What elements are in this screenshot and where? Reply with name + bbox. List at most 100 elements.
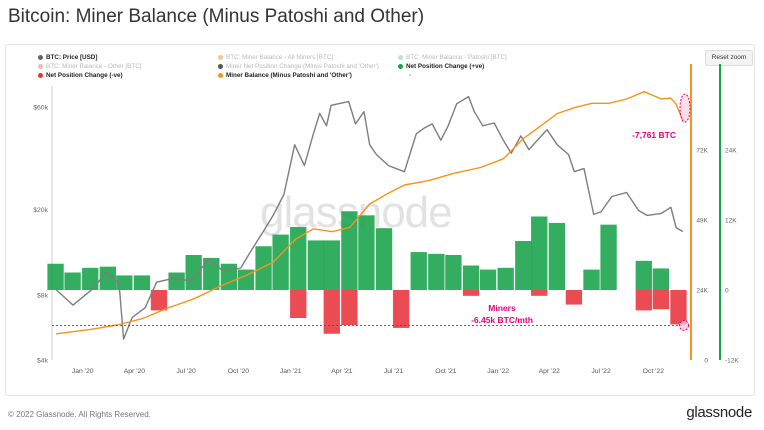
y-mid-tick-label: 48K (696, 218, 708, 225)
x-tick-label: Oct '21 (435, 368, 457, 375)
positive-change-bar (82, 267, 99, 290)
circle-marker-icon (218, 64, 223, 69)
negative-change-bar (531, 290, 548, 296)
x-tick-label: Jan '22 (487, 368, 509, 375)
positive-change-bar (307, 240, 325, 290)
y-left-tick-label: $4k (37, 358, 49, 365)
y-mid-tick-label: 24K (696, 288, 708, 295)
circle-marker-icon (38, 73, 43, 78)
legend-item-negative-change[interactable]: Net Position Change (-ve) (38, 72, 123, 79)
positive-change-bar (600, 224, 617, 290)
brand-logo: glassnode (686, 404, 752, 421)
x-tick-label: Jul '20 (176, 368, 196, 375)
positive-change-bar (428, 253, 445, 290)
positive-change-bar (462, 265, 480, 290)
balance-drop-highlight (679, 93, 691, 123)
negative-change-bar (341, 290, 358, 325)
negative-change-bar (670, 290, 687, 325)
y-right-tick-label: 24K (725, 148, 737, 155)
miner-balance-series-line (55, 91, 684, 335)
y-left-tick-label: $60k (33, 104, 48, 111)
price-series-line (55, 95, 684, 340)
positive-change-bar (185, 255, 202, 290)
legend-label: Miner Net Position Change (Minus Patoshi… (226, 63, 379, 70)
y-right-tick-label: 12K (725, 218, 737, 225)
legend-label: Net Position Change (-ve) (46, 72, 123, 79)
chart-panel (5, 44, 755, 396)
positive-change-bar (64, 272, 81, 290)
x-tick-label: Oct '20 (228, 368, 250, 375)
x-tick-label: Jan '20 (72, 368, 94, 375)
positive-change-bar (652, 268, 670, 290)
positive-change-bar (99, 266, 117, 290)
circle-marker-icon (218, 73, 223, 78)
circle-marker-icon (38, 55, 43, 60)
positive-change-bar (479, 269, 497, 290)
page-title: Bitcoin: Miner Balance (Minus Patoshi an… (8, 6, 425, 27)
x-tick-label: Oct '22 (643, 368, 665, 375)
x-tick-label: Apr '20 (124, 368, 146, 375)
legend-item-price[interactable]: BTC: Price [USD] (38, 54, 97, 61)
circle-marker-icon (218, 55, 223, 60)
annotation-monthly-rate: -6.45k BTC/mth (471, 315, 533, 325)
positive-change-bar (341, 211, 358, 290)
negative-change-bar (150, 290, 168, 311)
net-change-highlight (679, 319, 689, 331)
positive-change-bar (272, 234, 289, 290)
positive-change-bar (515, 241, 532, 290)
positive-change-bar (410, 252, 427, 290)
reset-zoom-button[interactable]: Reset zoom (705, 50, 753, 66)
legend-item-all-miners[interactable]: BTC: Miner Balance - All Miners [BTC] (218, 54, 333, 61)
legend-label: Miner Balance (Minus Patoshi and 'Other'… (226, 72, 352, 79)
positive-change-bar (358, 215, 375, 290)
negative-change-bar (392, 290, 410, 328)
negative-change-bar (652, 290, 670, 310)
positive-change-bar (583, 269, 600, 290)
x-tick-label: Apr '22 (539, 368, 561, 375)
y-left-tick-label: $8k (37, 293, 49, 300)
circle-marker-icon (38, 64, 43, 69)
circle-marker-icon (398, 64, 403, 69)
y-left-tick-label: $20k (33, 207, 48, 214)
legend-label: BTC: Price [USD] (46, 54, 98, 61)
negative-change-bar (635, 290, 652, 311)
positive-change-bar (116, 275, 133, 290)
legend-label: BTC: Miner Balance - Other [BTC] (46, 63, 142, 70)
positive-change-bar (168, 272, 185, 290)
legend-item-other[interactable]: BTC: Miner Balance - Other [BTC] (38, 63, 142, 70)
legend-item-positive-change[interactable]: Net Position Change (+ve) (398, 63, 484, 70)
negative-change-bar (323, 290, 340, 334)
legend-item-extra[interactable]: - (409, 72, 411, 79)
x-tick-label: Jan '21 (280, 368, 302, 375)
legend-item-miner-balance[interactable]: Miner Balance (Minus Patoshi and 'Other'… (218, 72, 352, 79)
positive-change-bar (133, 275, 151, 290)
copyright-text: © 2022 Glassnode. All Rights Reserved. (8, 410, 151, 419)
legend-item-net-position[interactable]: Miner Net Position Change (Minus Patoshi… (218, 63, 379, 70)
legend-label: Net Position Change (+ve) (406, 63, 485, 70)
positive-change-bar (445, 255, 462, 290)
positive-change-bar (548, 222, 566, 290)
positive-change-bar (635, 260, 652, 290)
legend-label: BTC: Miner Balance - All Miners [BTC] (226, 54, 334, 61)
y-right-tick-label: 0 (725, 288, 729, 295)
positive-change-bar (323, 240, 340, 290)
y-mid-tick-label: 72K (696, 148, 708, 155)
x-tick-label: Jul '22 (591, 368, 611, 375)
positive-change-bar (47, 263, 64, 290)
positive-change-bar (375, 228, 393, 290)
negative-change-bar (565, 290, 583, 305)
positive-change-bar (220, 263, 238, 290)
x-tick-label: Jul '21 (384, 368, 404, 375)
positive-change-bar (531, 216, 548, 290)
legend-label: - (409, 72, 412, 79)
negative-change-bar (290, 290, 307, 318)
annotation-miners-label: Miners (488, 303, 516, 313)
negative-change-bar (462, 290, 480, 296)
circle-marker-icon (398, 55, 403, 60)
legend-item-patoshi[interactable]: BTC: Miner Balance - Patoshi [BTC] (398, 54, 507, 61)
positive-change-bar (290, 227, 307, 290)
positive-change-bar (203, 257, 220, 290)
legend-label: BTC: Miner Balance - Patoshi [BTC] (406, 54, 507, 61)
x-tick-label: Apr '21 (331, 368, 353, 375)
